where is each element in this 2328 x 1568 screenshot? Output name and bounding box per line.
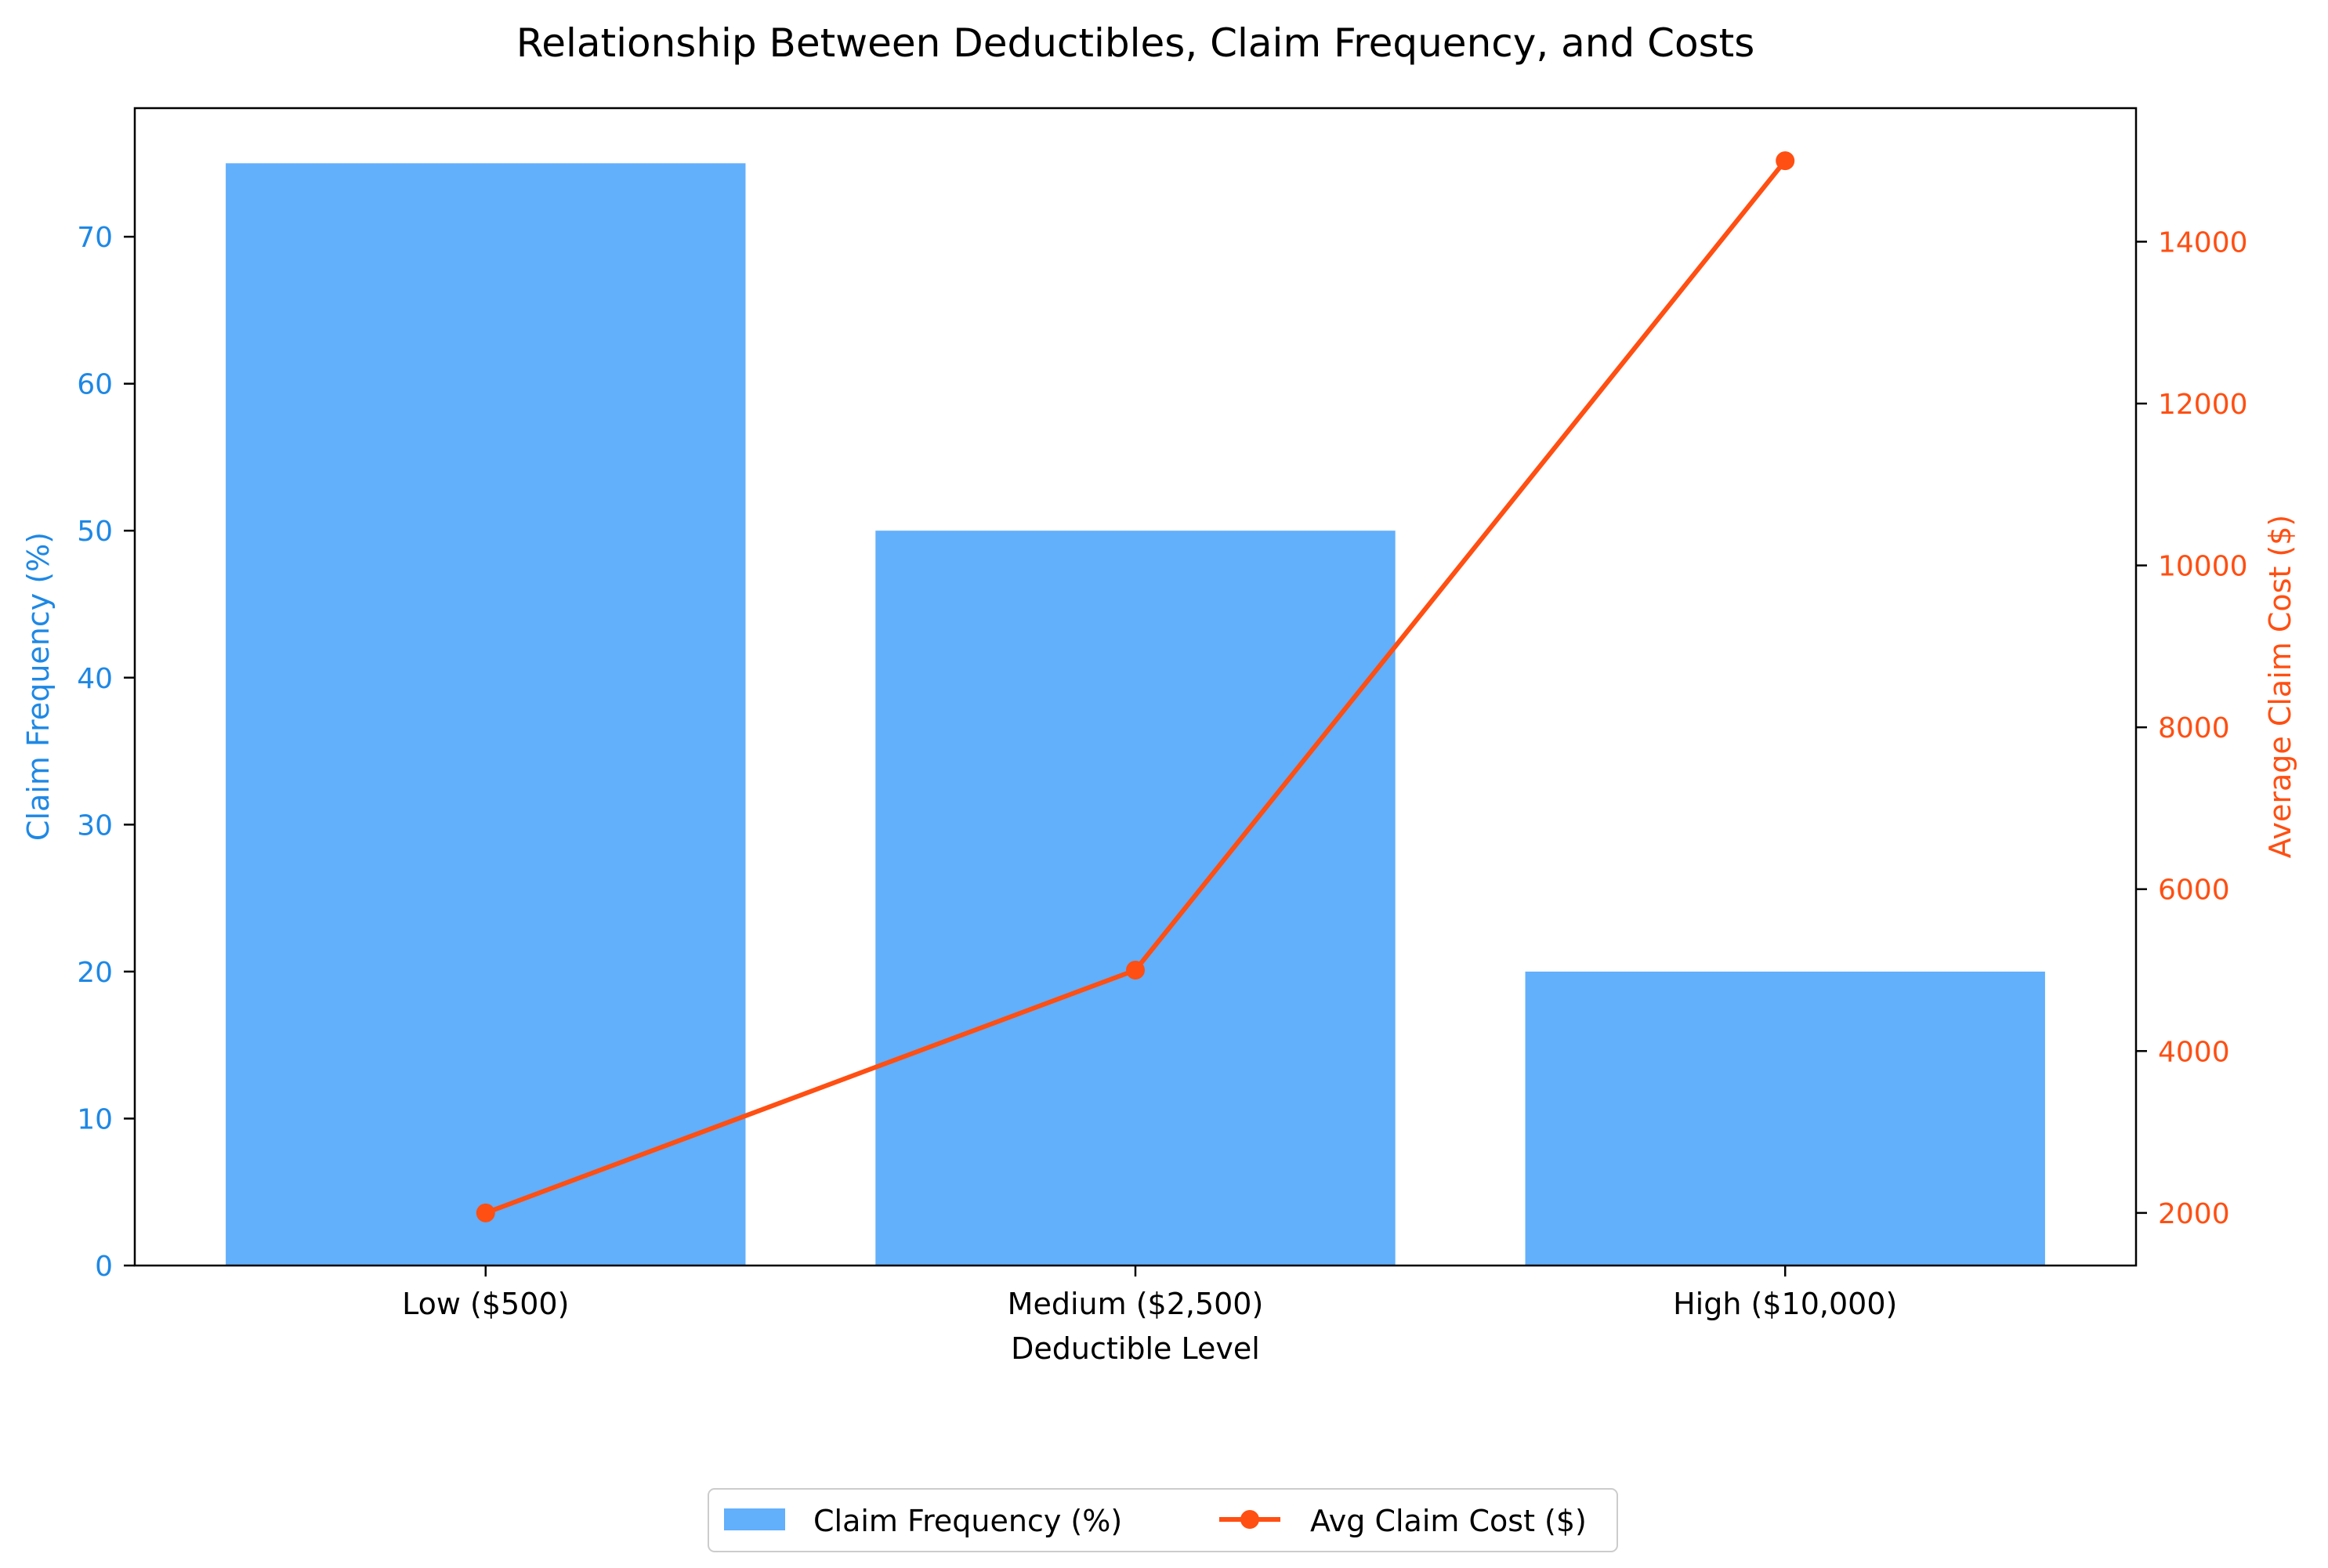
legend-label-avg-claim-cost: Avg Claim Cost ($) xyxy=(1310,1504,1587,1538)
y-right-axis: 2000 4000 6000 8000 10000 12000 14000 xyxy=(2136,226,2248,1230)
chart-title: Relationship Between Deductibles, Claim … xyxy=(516,20,1755,66)
y-left-tick-label-5: 50 xyxy=(77,516,113,548)
y-left-tick-label-2: 20 xyxy=(77,957,113,989)
y-right-tick-label-6: 14000 xyxy=(2158,226,2248,259)
legend-marker-avg-claim-cost xyxy=(1240,1510,1259,1529)
x-axis: Low ($500) Medium ($2,500) High ($10,000) xyxy=(402,1266,1897,1321)
avg-cost-point-0 xyxy=(476,1203,495,1222)
y-left-tick-label-6: 60 xyxy=(77,369,113,401)
y-left-tick-label-0: 0 xyxy=(95,1251,113,1283)
y-left-tick-label-3: 30 xyxy=(77,809,113,842)
legend-label-claim-frequency: Claim Frequency (%) xyxy=(813,1504,1122,1538)
legend: Claim Frequency (%) Avg Claim Cost ($) xyxy=(708,1488,1618,1552)
x-tick-label-2: High ($10,000) xyxy=(1673,1287,1897,1321)
bar-2 xyxy=(1525,971,2045,1266)
y-right-axis-label: Average Claim Cost ($) xyxy=(2263,515,2297,859)
y-left-axis: 0 10 20 30 40 50 60 70 xyxy=(77,222,135,1283)
y-right-tick-label-0: 2000 xyxy=(2158,1198,2230,1230)
y-right-tick-label-3: 8000 xyxy=(2158,712,2230,744)
avg-cost-point-2 xyxy=(1776,151,1795,171)
x-axis-label: Deductible Level xyxy=(1011,1331,1260,1366)
bar-1 xyxy=(875,531,1396,1266)
y-left-tick-label-4: 40 xyxy=(77,663,113,695)
y-right-tick-label-1: 4000 xyxy=(2158,1036,2230,1068)
line-layer xyxy=(476,151,1795,1222)
y-right-tick-label-5: 12000 xyxy=(2158,389,2248,421)
bar-0 xyxy=(226,163,746,1266)
y-right-tick-label-2: 6000 xyxy=(2158,875,2230,907)
y-left-tick-label-1: 10 xyxy=(77,1103,113,1135)
y-left-axis-label: Claim Frequency (%) xyxy=(21,532,56,841)
y-right-tick-label-4: 10000 xyxy=(2158,551,2248,583)
x-tick-label-0: Low ($500) xyxy=(402,1287,569,1321)
x-tick-label-1: Medium ($2,500) xyxy=(1008,1287,1264,1321)
avg-cost-point-1 xyxy=(1126,961,1145,980)
legend-swatch-claim-frequency xyxy=(724,1508,785,1530)
legend-frame xyxy=(708,1488,1618,1552)
bars-layer xyxy=(226,163,2045,1266)
y-left-tick-label-7: 70 xyxy=(77,222,113,254)
